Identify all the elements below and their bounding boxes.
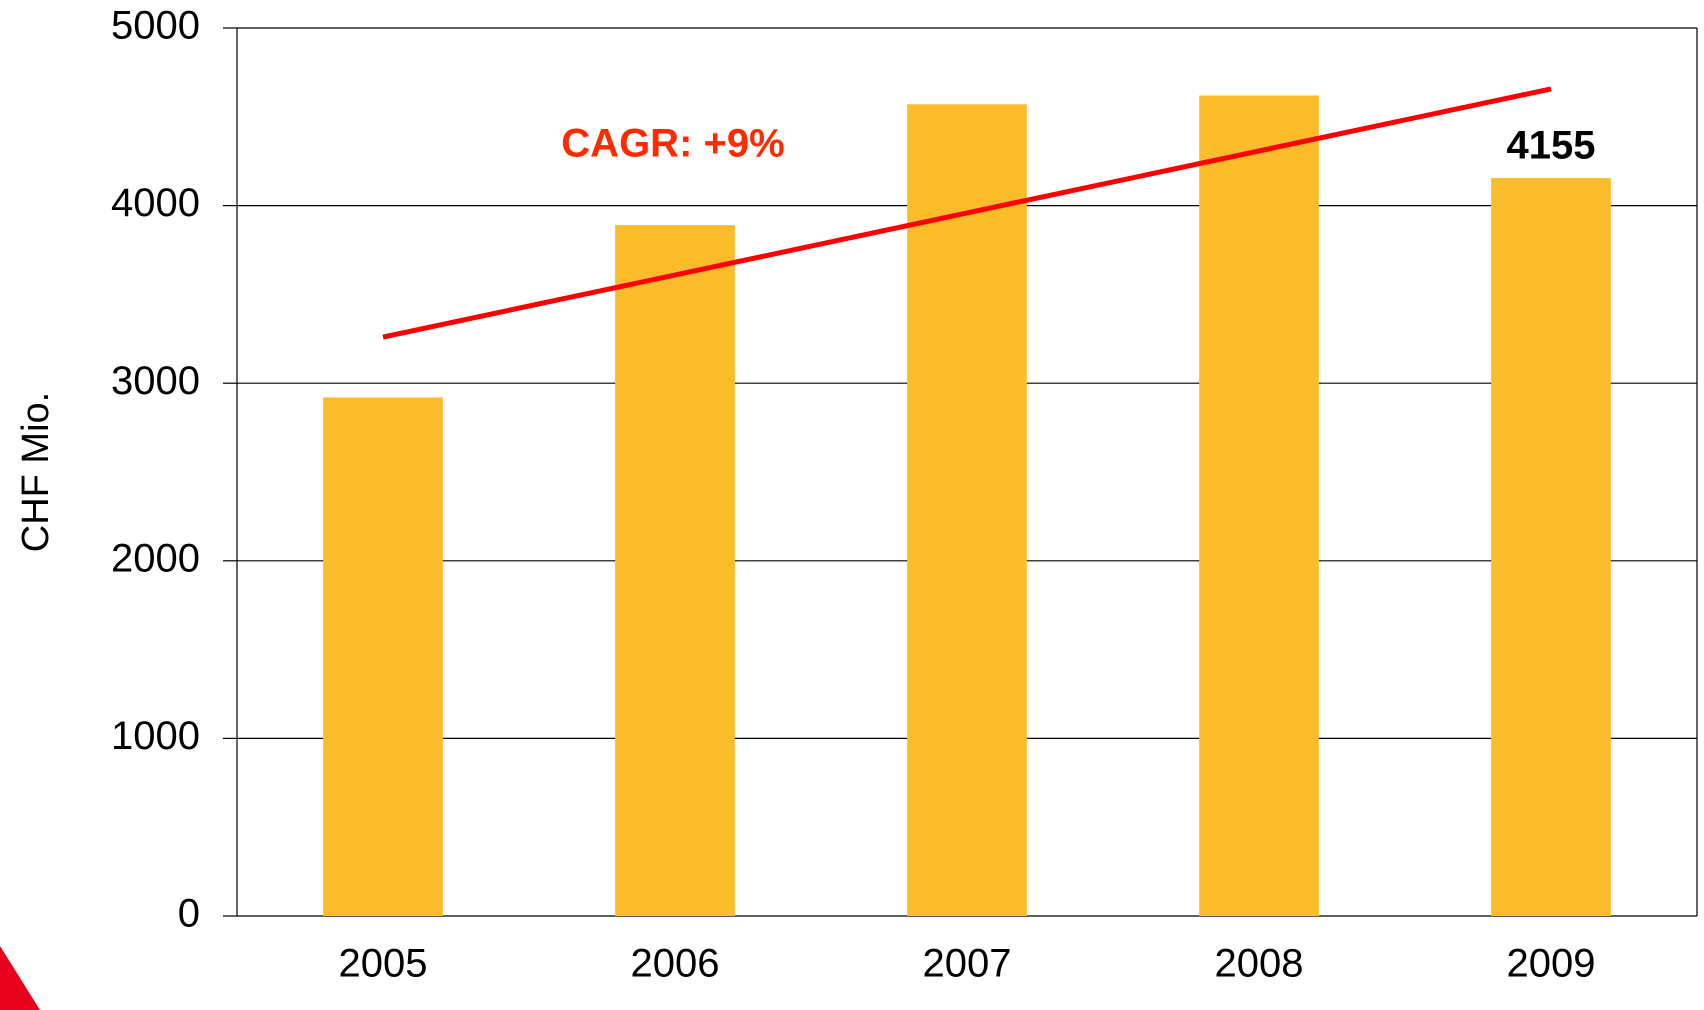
- y-axis-label: CHF Mio.: [15, 392, 57, 552]
- bar: [615, 225, 735, 917]
- x-tick-label: 2006: [631, 942, 720, 986]
- bar: [1491, 178, 1611, 916]
- trend-line: [382, 86, 1552, 340]
- y-tick-label: 4000: [111, 181, 200, 225]
- x-tick-label: 2009: [1507, 942, 1596, 986]
- x-tick-label: 2007: [923, 942, 1012, 986]
- y-tick-label: 3000: [111, 359, 200, 403]
- bar: [323, 397, 443, 917]
- cagr-annotation: CAGR: +9%: [561, 122, 784, 166]
- y-tick-label: 1000: [111, 714, 200, 758]
- bar: [907, 104, 1027, 917]
- logo-triangle: [0, 946, 40, 1010]
- x-tick-label: 2008: [1215, 942, 1304, 986]
- y-tick-label: 0: [178, 892, 200, 936]
- y-tick-label: 5000: [111, 4, 200, 48]
- x-tick-label: 2005: [339, 942, 428, 986]
- data-label: 4155: [1507, 124, 1596, 168]
- y-tick-label: 2000: [111, 536, 200, 580]
- bar: [1199, 95, 1319, 917]
